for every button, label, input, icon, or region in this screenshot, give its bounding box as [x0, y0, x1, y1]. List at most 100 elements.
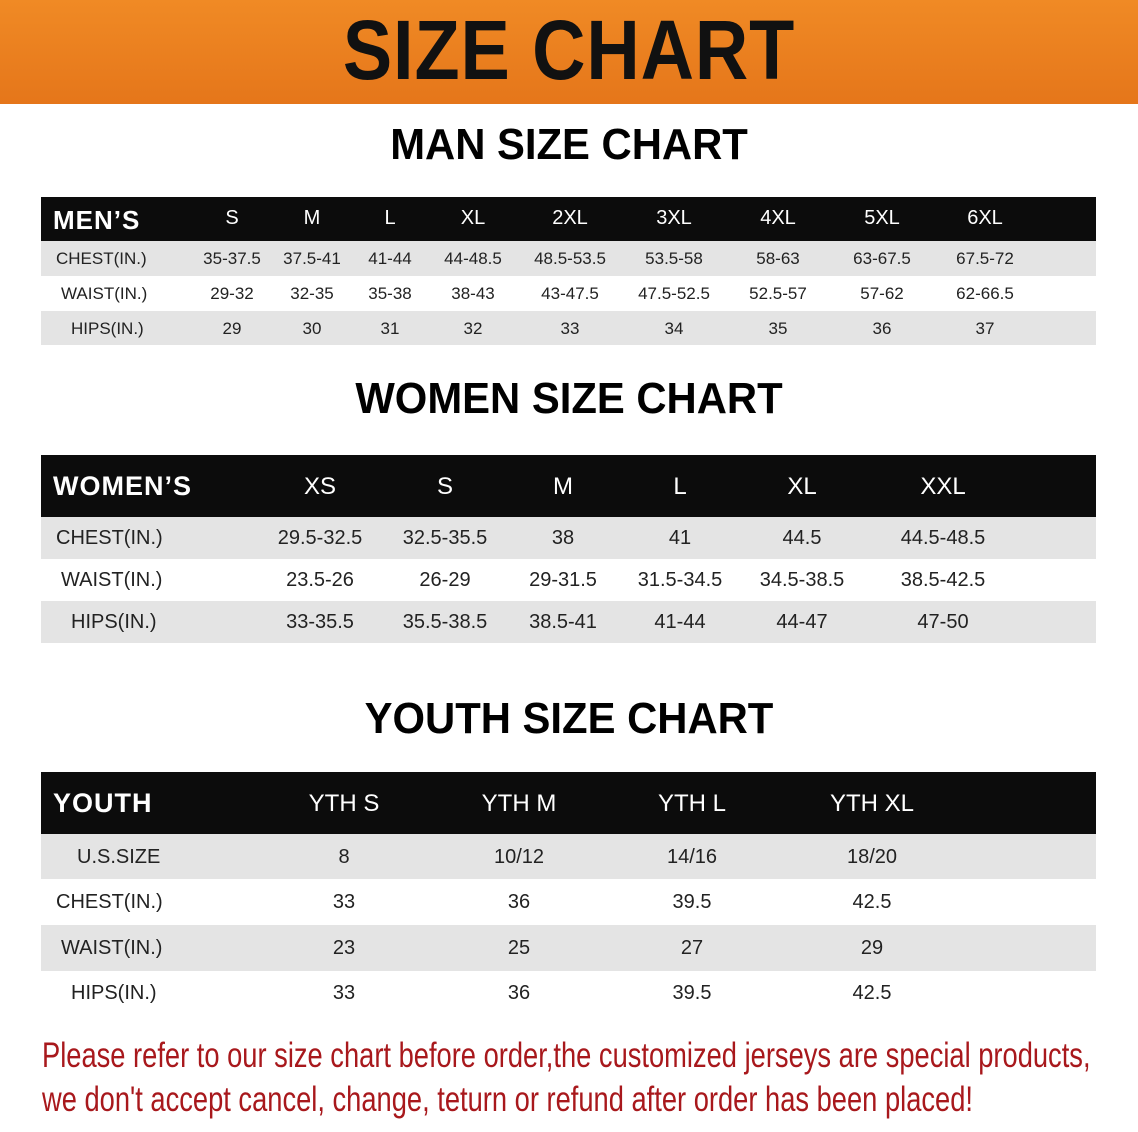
- table-cell: 29: [860, 937, 884, 959]
- women-row: HIPS(IN.) 33-35.5 35.5-38.5 38.5-41 41-44 44-…: [41, 601, 1096, 643]
- size-header: M: [303, 207, 321, 229]
- table-cell: 18/20: [846, 846, 898, 868]
- table-cell: 35.5-38.5: [402, 611, 488, 633]
- size-header: XS: [303, 473, 337, 500]
- table-cell: 33-35.5: [286, 611, 354, 633]
- table-cell: 31.5-34.5: [637, 569, 723, 591]
- size-header: L: [673, 473, 687, 500]
- size-header: YTH L: [657, 790, 727, 817]
- table-cell: 33: [332, 982, 356, 1004]
- table-cell: 41-44: [654, 611, 706, 633]
- table-cell: 42.5: [852, 982, 892, 1004]
- table-cell: 44-47: [776, 611, 828, 633]
- table-cell: 53.5-58: [645, 249, 703, 268]
- row-label: CHEST(IN.): [56, 891, 163, 913]
- table-cell: 39.5: [672, 982, 712, 1004]
- table-cell: 30: [302, 319, 322, 338]
- table-cell: 42.5: [852, 891, 892, 913]
- size-header: 2XL: [552, 207, 588, 229]
- men-row: WAIST(IN.) 29-32 32-35 35-38 38-43 43-47.5 47.…: [41, 276, 1096, 311]
- size-header: XXL: [920, 473, 966, 500]
- table-cell: 36: [872, 319, 892, 338]
- table-cell: 48.5-53.5: [534, 249, 606, 268]
- row-label: CHEST(IN.): [56, 527, 163, 549]
- size-header: L: [384, 207, 396, 229]
- youth-header-label: YOUTH: [53, 788, 153, 818]
- women-section-title: WOMEN SIZE CHART: [355, 374, 783, 423]
- table-cell: 44.5: [782, 527, 822, 549]
- size-header: M: [553, 473, 573, 500]
- table-cell: 35-37.5: [203, 249, 261, 268]
- table-cell: 67.5-72: [956, 249, 1014, 268]
- size-header: XL: [787, 473, 817, 500]
- row-label: CHEST(IN.): [56, 249, 147, 268]
- notice-line-1: Please refer to our size chart before or…: [42, 1036, 1091, 1075]
- table-cell: 27: [680, 937, 704, 959]
- table-cell: 14/16: [666, 846, 718, 868]
- size-header: 3XL: [656, 207, 692, 229]
- women-header-label: WOMEN’S: [53, 471, 192, 501]
- size-header: YTH XL: [829, 790, 915, 817]
- table-cell: 37.5-41: [283, 249, 341, 268]
- table-cell: 25: [507, 937, 531, 959]
- table-cell: 37: [975, 319, 995, 338]
- men-row: HIPS(IN.) 29 30 31 32 33 34 35 36 37: [41, 311, 1096, 345]
- table-cell: 29-31.5: [529, 569, 597, 591]
- table-cell: 34: [664, 319, 684, 338]
- men-header-row: MEN’S S M L XL 2XL 3XL 4XL 5XL 6XL: [41, 197, 1096, 241]
- table-cell: 39.5: [672, 891, 712, 913]
- size-header: 4XL: [760, 207, 796, 229]
- size-header: XL: [460, 207, 486, 229]
- banner-title: SIZE CHART: [342, 3, 796, 97]
- men-header-label: MEN’S: [53, 205, 141, 235]
- table-cell: 32: [463, 319, 483, 338]
- table-cell: 38.5-42.5: [900, 569, 986, 591]
- size-header: YTH S: [308, 790, 380, 817]
- table-cell: 33: [560, 319, 580, 338]
- table-cell: 26-29: [419, 569, 471, 591]
- row-label: WAIST(IN.): [61, 284, 148, 303]
- size-header: 5XL: [864, 207, 900, 229]
- size-header: S: [225, 207, 239, 229]
- table-cell: 47-50: [917, 611, 969, 633]
- row-label: HIPS(IN.): [71, 982, 157, 1004]
- table-cell: 31: [380, 319, 400, 338]
- table-cell: 10/12: [493, 846, 545, 868]
- women-row: CHEST(IN.) 29.5-32.5 32.5-35.5 38 41 44.5 44.5…: [41, 517, 1096, 559]
- table-cell: 29.5-32.5: [277, 527, 363, 549]
- youth-row: WAIST(IN.) 23 25 27 29: [41, 925, 1096, 971]
- table-cell: 8: [338, 846, 350, 868]
- size-header: 6XL: [967, 207, 1003, 229]
- table-cell: 41-44: [368, 249, 412, 268]
- women-row: WAIST(IN.) 23.5-26 26-29 29-31.5 31.5-34.5 34…: [41, 559, 1096, 601]
- row-label: HIPS(IN.): [71, 319, 144, 338]
- table-cell: 23.5-26: [286, 569, 354, 591]
- row-label: U.S.SIZE: [77, 846, 161, 868]
- size-header: S: [436, 473, 454, 500]
- table-cell: 29-32: [210, 284, 254, 303]
- table-cell: 62-66.5: [956, 284, 1014, 303]
- table-cell: 38-43: [451, 284, 495, 303]
- table-cell: 44-48.5: [444, 249, 502, 268]
- table-cell: 44.5-48.5: [900, 527, 986, 549]
- table-cell: 57-62: [860, 284, 904, 303]
- table-cell: 35-38: [368, 284, 412, 303]
- table-cell: 33: [332, 891, 356, 913]
- table-cell: 41: [668, 527, 692, 549]
- table-cell: 38.5-41: [529, 611, 597, 633]
- banner: SIZE CHART: [0, 0, 1138, 104]
- table-cell: 58-63: [756, 249, 800, 268]
- table-cell: 34.5-38.5: [759, 569, 845, 591]
- table-cell: 23: [332, 937, 356, 959]
- table-cell: 38: [551, 527, 575, 549]
- youth-row: U.S.SIZE 8 10/12 14/16 18/20: [41, 834, 1096, 879]
- size-header: YTH M: [481, 790, 557, 817]
- row-label: WAIST(IN.): [61, 937, 163, 959]
- table-cell: 43-47.5: [541, 284, 599, 303]
- table-cell: 32-35: [290, 284, 334, 303]
- table-cell: 36: [507, 891, 531, 913]
- youth-section-title: YOUTH SIZE CHART: [364, 694, 774, 743]
- table-cell: 29: [222, 319, 242, 338]
- table-cell: 52.5-57: [749, 284, 807, 303]
- table-cell: 35: [768, 319, 788, 338]
